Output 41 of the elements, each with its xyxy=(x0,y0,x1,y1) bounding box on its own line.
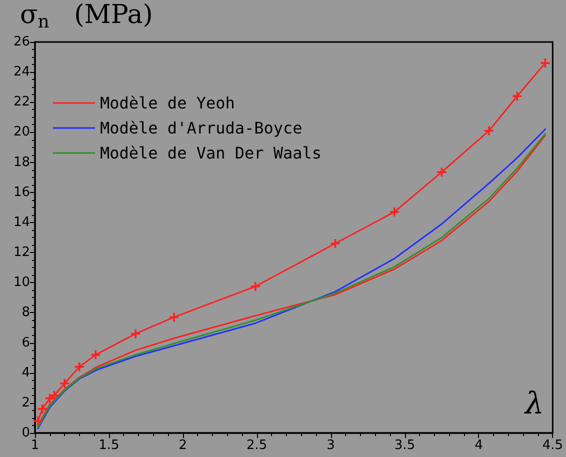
y-tick-label: 10 xyxy=(13,275,30,290)
legend-label: Modèle de Van Der Waals xyxy=(100,144,322,162)
point xyxy=(50,390,59,400)
point xyxy=(91,350,100,360)
point xyxy=(38,404,47,414)
point xyxy=(437,168,446,177)
point xyxy=(484,126,494,136)
x-tick-label: 3 xyxy=(326,438,335,453)
point xyxy=(131,329,140,338)
y-tick-label: 20 xyxy=(13,124,30,140)
x-tick-label: 1.5 xyxy=(98,438,120,453)
y-tick-label: 24 xyxy=(13,64,30,80)
point xyxy=(250,282,260,291)
x-tick-label: 2 xyxy=(178,438,188,453)
legend-label: Modèle de Yeoh xyxy=(100,94,235,112)
point xyxy=(33,416,42,426)
legend-label: Modèle d'Arruda-Boyce xyxy=(100,118,302,138)
point xyxy=(60,378,70,388)
x-tick-label: 4 xyxy=(474,438,483,453)
x-tick-label: 4.5 xyxy=(542,438,564,453)
y-tick-label: 18 xyxy=(13,154,30,170)
y-tick-label: 4 xyxy=(22,365,30,380)
y-tick-label: 12 xyxy=(13,245,30,260)
point xyxy=(74,362,84,372)
x-axis-title: λ xyxy=(524,386,544,422)
x-tick-label: 1 xyxy=(30,438,40,453)
y-tick-label: 8 xyxy=(22,305,30,320)
x-tick-label: 2.5 xyxy=(246,438,268,453)
point xyxy=(390,207,399,216)
y-tick-label: 0 xyxy=(22,426,30,440)
point xyxy=(512,92,522,101)
y-tick-label: 2 xyxy=(22,395,30,410)
point xyxy=(170,312,179,322)
y-tick-label: 14 xyxy=(13,214,30,230)
point xyxy=(330,239,340,248)
point xyxy=(540,58,550,68)
y-tick-label: 6 xyxy=(22,335,30,350)
y-tick-label: 26 xyxy=(13,34,30,50)
y-tick-label: 16 xyxy=(13,184,30,200)
x-tick-label: 3.5 xyxy=(394,438,416,453)
y-tick-label: 22 xyxy=(13,94,30,110)
